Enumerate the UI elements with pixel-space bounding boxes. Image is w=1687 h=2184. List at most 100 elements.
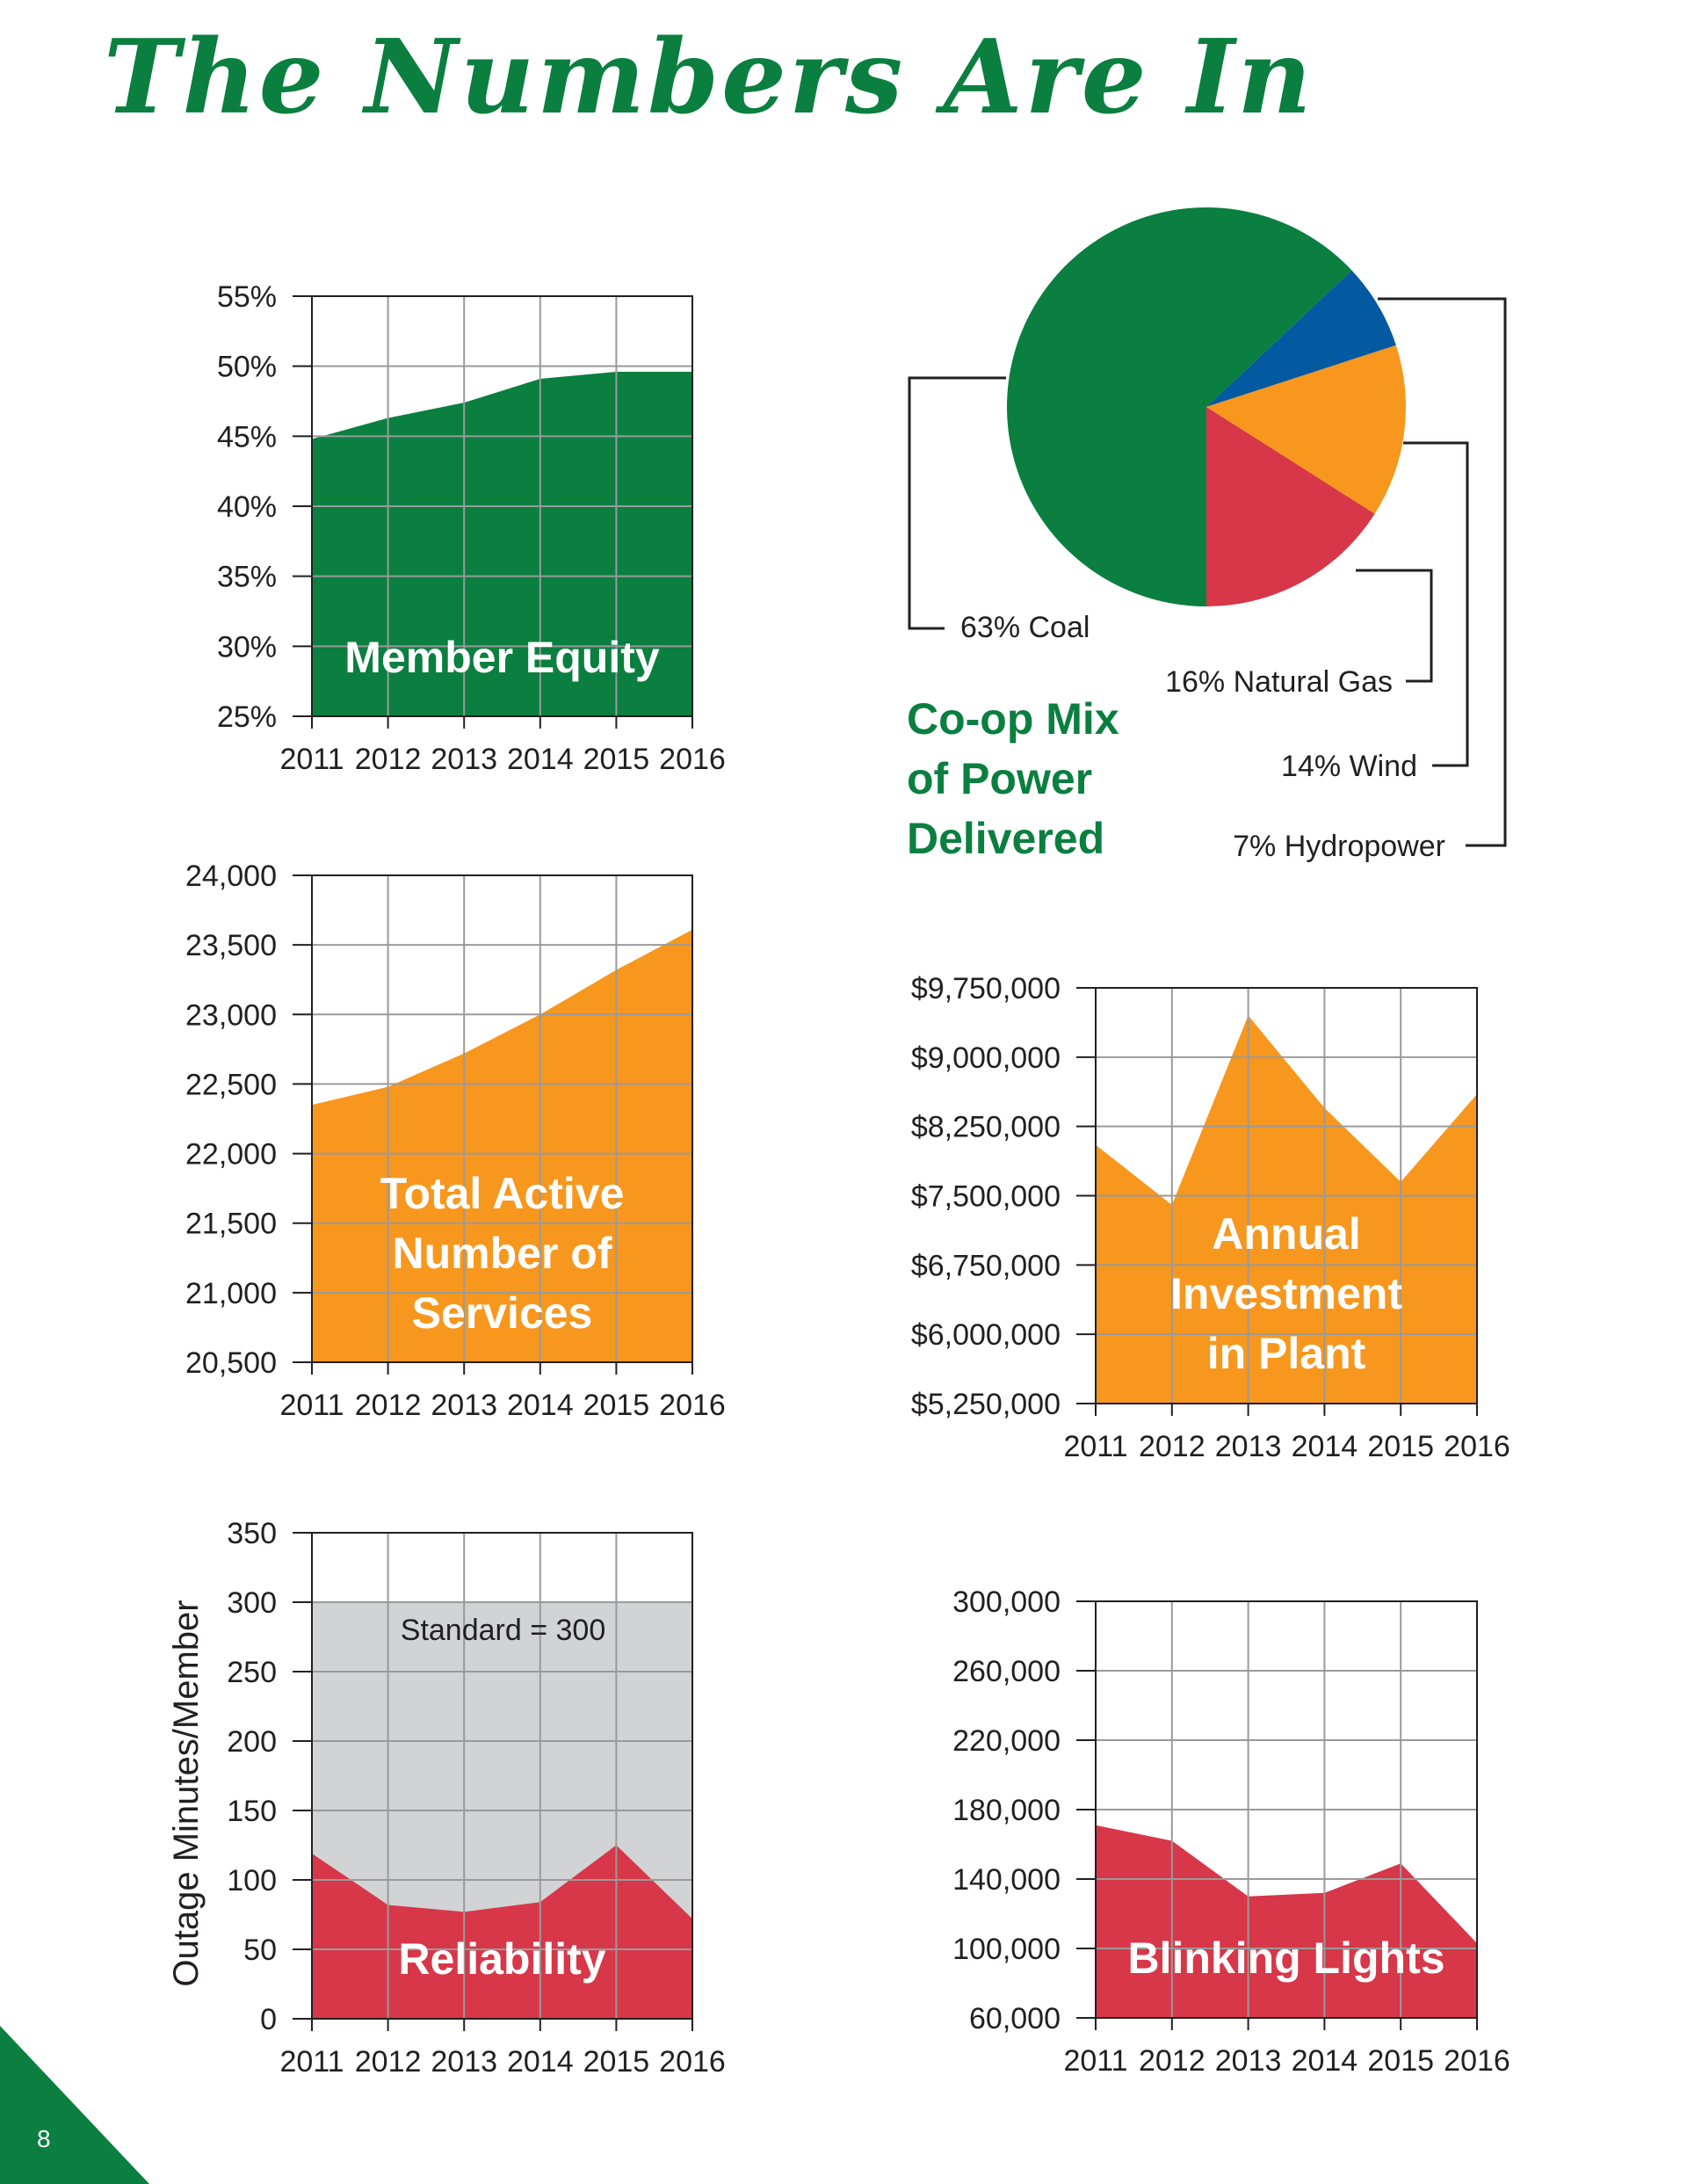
y-tick-label: 200 bbox=[227, 1725, 277, 1759]
pie-label-hydropower: 7% Hydropower bbox=[1233, 830, 1445, 863]
power-mix-pie-chart: 63% Coal 16% Natural Gas 14% Wind 7% Hydrop… bbox=[908, 207, 1507, 863]
y-tick-label: 350 bbox=[227, 1517, 277, 1550]
x-tick-label: 2013 bbox=[431, 1389, 497, 1422]
chart-title-line: Annual bbox=[1212, 1209, 1360, 1259]
x-tick-label: 2016 bbox=[1444, 1430, 1510, 1463]
y-axis-label: Outage Minutes/Member bbox=[167, 1600, 206, 1986]
chart-title: Reliability bbox=[398, 1934, 605, 1984]
x-tick-label: 2015 bbox=[1367, 1430, 1434, 1463]
y-tick-label: 30% bbox=[217, 630, 277, 664]
y-tick-label: $6,000,000 bbox=[911, 1318, 1061, 1352]
x-tick-label: 2012 bbox=[355, 1389, 422, 1422]
area-fill bbox=[1096, 1015, 1477, 1404]
x-tick-label: 2016 bbox=[659, 743, 726, 776]
x-tick-label: 2015 bbox=[583, 743, 650, 776]
chart-title-line: Member Equity bbox=[344, 633, 660, 682]
y-tick-label: $9,000,000 bbox=[911, 1041, 1061, 1075]
x-tick-label: 2013 bbox=[431, 2045, 497, 2079]
area-fill bbox=[312, 929, 692, 1362]
y-tick-label: 23,500 bbox=[185, 929, 277, 962]
y-tick-label: 180,000 bbox=[952, 1794, 1061, 1827]
chart-title-line: in Plant bbox=[1207, 1329, 1366, 1378]
y-tick-label: 300,000 bbox=[952, 1585, 1061, 1619]
y-tick-label: 55% bbox=[217, 280, 277, 314]
leader-line-hydropower bbox=[1378, 297, 1507, 847]
y-tick-label: 21,500 bbox=[185, 1208, 277, 1241]
x-tick-label: 2016 bbox=[659, 1389, 726, 1422]
page-corner-triangle bbox=[0, 2026, 149, 2184]
x-tick-label: 2013 bbox=[431, 743, 497, 776]
slice-wind bbox=[1206, 345, 1406, 514]
page-title: The Numbers Are In bbox=[104, 18, 1314, 137]
y-tick-label: 23,000 bbox=[185, 998, 277, 1032]
y-tick-label: 45% bbox=[217, 420, 277, 453]
slice-natural-gas bbox=[1206, 407, 1375, 606]
x-tick-label: 2011 bbox=[279, 743, 344, 776]
chart-title-line: Number of bbox=[393, 1229, 612, 1278]
y-tick-label: 20,500 bbox=[185, 1346, 277, 1380]
x-tick-label: 2012 bbox=[1139, 2044, 1206, 2078]
y-tick-label: 50 bbox=[243, 1934, 277, 1967]
slice-coal bbox=[1006, 207, 1352, 606]
chart-title-line: Total Active bbox=[380, 1169, 625, 1218]
y-tick-label: 24,000 bbox=[185, 860, 277, 893]
y-tick-label: 60,000 bbox=[969, 2002, 1061, 2035]
x-tick-label: 2014 bbox=[507, 1389, 574, 1422]
x-tick-label: 2012 bbox=[355, 2045, 422, 2079]
x-tick-label: 2015 bbox=[583, 2045, 650, 2079]
leader-line-natural-gas bbox=[1356, 569, 1433, 683]
y-tick-label: $6,750,000 bbox=[911, 1249, 1061, 1282]
area-fill bbox=[1096, 1825, 1477, 2018]
x-tick-label: 2015 bbox=[583, 1389, 650, 1422]
active-services-chart: 20,500 21,000 21,500 22,000 22,500 23,000 23,5… bbox=[185, 860, 726, 1422]
y-tick-label: 35% bbox=[217, 561, 277, 594]
reliability-chart: 0 50 100 150 200 250 300 350 2011 2012 2013 2014 201… bbox=[167, 1517, 726, 2079]
y-tick-label: 22,000 bbox=[185, 1138, 277, 1172]
x-tick-label: 2014 bbox=[1292, 1430, 1358, 1463]
chart-title-line: Reliability bbox=[398, 1934, 605, 1984]
x-tick-label: 2011 bbox=[1063, 2044, 1127, 2078]
y-tick-label: $8,250,000 bbox=[911, 1111, 1061, 1144]
y-tick-label: 50% bbox=[217, 351, 277, 384]
x-tick-label: 2014 bbox=[507, 743, 574, 776]
plot-frame bbox=[311, 1532, 693, 2020]
y-tick-label: 260,000 bbox=[952, 1655, 1061, 1688]
y-tick-label: 220,000 bbox=[952, 1724, 1061, 1758]
area-fill bbox=[312, 372, 692, 716]
x-tick-label: 2014 bbox=[507, 2045, 574, 2079]
pie-label-natural-gas: 16% Natural Gas bbox=[1165, 665, 1393, 699]
x-tick-label: 2013 bbox=[1215, 2044, 1282, 2078]
chart-title: Member Equity bbox=[344, 633, 660, 682]
y-tick-label: 25% bbox=[217, 700, 277, 734]
chart-title-line: Investment bbox=[1170, 1269, 1402, 1318]
power-mix-chart-title: Co-op Mix of Power Delivered bbox=[907, 694, 1119, 863]
y-tick-label: 40% bbox=[217, 490, 277, 524]
y-tick-label: $9,750,000 bbox=[911, 972, 1061, 1005]
x-tick-label: 2011 bbox=[1063, 1430, 1127, 1463]
y-tick-label: 21,000 bbox=[185, 1277, 277, 1310]
x-tick-label: 2012 bbox=[1139, 1430, 1206, 1463]
y-tick-label: $5,250,000 bbox=[911, 1388, 1061, 1421]
page-number: 8 bbox=[37, 2125, 51, 2152]
area-fill bbox=[312, 1845, 692, 2019]
chart-title: Blinking Lights bbox=[1127, 1934, 1444, 1983]
x-tick-label: 2016 bbox=[659, 2045, 726, 2079]
x-tick-label: 2015 bbox=[1367, 2044, 1434, 2078]
chart-title-line: Services bbox=[412, 1288, 593, 1338]
x-tick-label: 2011 bbox=[279, 2045, 344, 2079]
x-tick-label: 2016 bbox=[1444, 2044, 1510, 2078]
chart-title-line: Blinking Lights bbox=[1127, 1934, 1444, 1983]
y-tick-label: 0 bbox=[260, 2003, 277, 2036]
x-tick-label: 2011 bbox=[279, 1389, 344, 1422]
x-tick-label: 2014 bbox=[1292, 2044, 1358, 2078]
y-tick-label: 300 bbox=[227, 1586, 277, 1620]
y-tick-label: $7,500,000 bbox=[911, 1180, 1061, 1214]
x-tick-label: 2012 bbox=[355, 743, 422, 776]
plant-investment-chart: $5,250,000 $6,000,000 $6,750,000 $7,500,000… bbox=[911, 972, 1510, 1463]
leader-line-wind bbox=[1403, 441, 1469, 767]
leader-line-coal bbox=[908, 376, 1006, 630]
pie-label-wind: 14% Wind bbox=[1281, 750, 1417, 783]
slice-hydropower bbox=[1206, 270, 1396, 407]
member-equity-chart: 25% 30% 35% 40% 45% 50% 55% 2011 2012 2013 2014 201… bbox=[217, 280, 726, 776]
standard-label: Standard = 300 bbox=[401, 1614, 605, 1647]
